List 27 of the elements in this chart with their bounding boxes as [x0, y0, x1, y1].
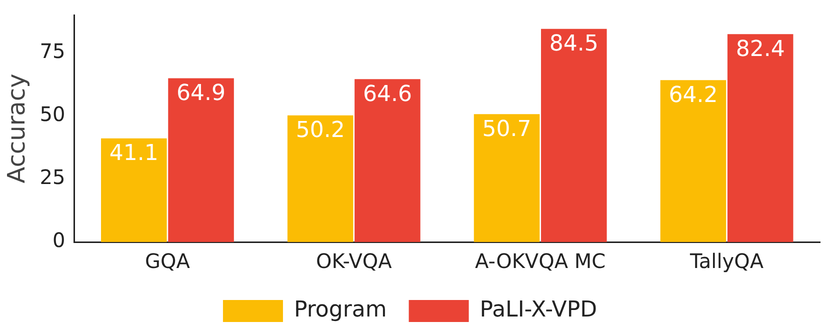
bar	[287, 115, 354, 242]
bar	[541, 28, 607, 242]
data-label: 50.2	[296, 118, 345, 144]
x-tick-label: GQA	[145, 249, 190, 274]
y-axis-title: Accuracy	[2, 74, 31, 184]
data-label: 64.2	[668, 82, 718, 108]
x-tick-label: OK-VQA	[316, 249, 392, 274]
data-label: 64.6	[362, 82, 412, 107]
legend-label: Program	[294, 298, 387, 323]
bar	[168, 78, 234, 242]
legend-label: PaLI-X-VPD	[480, 298, 598, 323]
bar	[727, 34, 794, 242]
bar	[354, 79, 420, 242]
y-tick-label: 25	[40, 165, 66, 190]
y-tick-label: 50	[40, 102, 66, 126]
data-label: 41.1	[109, 141, 158, 166]
x-tick-label: TallyQA	[689, 249, 764, 274]
y-tick-label: 75	[40, 39, 66, 64]
y-tick-label: 0	[52, 228, 66, 252]
bar	[101, 138, 167, 242]
data-label: 64.9	[176, 81, 226, 106]
data-label: 50.7	[482, 116, 532, 142]
data-label: 84.5	[549, 32, 598, 57]
bar	[660, 80, 726, 242]
bar	[474, 114, 540, 242]
x-tick-label: A-OKVQA MC	[475, 249, 606, 274]
data-label: 82.4	[736, 36, 785, 62]
